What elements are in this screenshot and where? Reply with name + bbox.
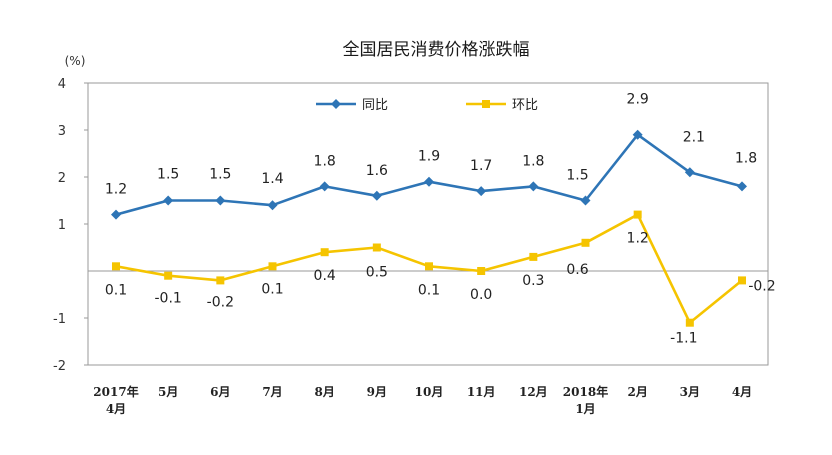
data-point-square <box>164 271 173 280</box>
y-tick-label: -1 <box>53 312 66 327</box>
data-point-diamond <box>632 129 643 140</box>
data-point-square <box>633 210 642 219</box>
data-label: 0.3 <box>522 273 544 289</box>
x-tick-label: 4月 <box>732 385 752 399</box>
data-label: 1.6 <box>366 163 388 179</box>
data-label: 1.4 <box>261 171 283 187</box>
data-point-square <box>112 262 120 271</box>
x-tick-label: 10月 <box>415 385 444 399</box>
x-tick-label: 9月 <box>367 385 387 399</box>
x-tick-label: 8月 <box>314 385 334 399</box>
data-point-square <box>477 267 486 275</box>
data-label: -1.1 <box>670 331 697 347</box>
data-point-square <box>320 248 329 257</box>
y-unit-label: (%) <box>65 54 86 68</box>
x-tick-label: 7月 <box>262 385 282 399</box>
x-tick-label: 12月 <box>519 385 548 399</box>
data-label: 0.1 <box>261 281 283 297</box>
data-point-diamond <box>111 209 121 220</box>
y-tick-label: -2 <box>53 359 66 374</box>
x-tick-label: 5月 <box>158 385 178 399</box>
data-point-square <box>425 262 433 271</box>
data-label: 1.8 <box>314 153 336 169</box>
data-label: -0.1 <box>155 291 182 307</box>
chart-title: 全国居民消费价格涨跌幅 <box>343 40 530 60</box>
data-point-square <box>738 276 746 285</box>
data-label: 0.5 <box>366 265 388 281</box>
data-point-diamond <box>528 181 539 192</box>
data-label: 1.8 <box>522 153 544 169</box>
data-point-diamond <box>684 167 695 178</box>
data-label: 0.1 <box>418 282 440 298</box>
data-point-diamond <box>215 195 226 206</box>
x-tick-label: 6月 <box>210 385 230 399</box>
data-label: 0.0 <box>470 287 492 303</box>
x-tick-label: 2018年 1月 <box>563 384 608 416</box>
data-label: 0.1 <box>105 282 127 298</box>
data-label: 0.6 <box>566 262 588 278</box>
data-point-square <box>685 318 694 327</box>
data-label: 1.2 <box>105 182 127 198</box>
data-point-diamond <box>476 186 487 197</box>
data-point-square <box>581 238 590 247</box>
legend-marker-diamond <box>331 99 341 109</box>
data-label: 0.4 <box>314 268 336 284</box>
data-point-diamond <box>424 176 434 187</box>
data-point-square <box>372 243 381 252</box>
legend-marker-square <box>482 100 490 108</box>
plot-frame <box>87 82 769 366</box>
y-tick-label: 2 <box>58 171 66 186</box>
data-point-square <box>268 262 277 271</box>
data-label: 1.5 <box>209 167 231 183</box>
data-label: 1.5 <box>157 167 179 183</box>
x-tick-label: 2月 <box>627 385 647 399</box>
data-label: 1.2 <box>627 231 649 247</box>
data-label: -0.2 <box>748 278 775 294</box>
data-point-diamond <box>163 195 174 206</box>
data-label: 2.9 <box>627 92 649 108</box>
data-label: 2.1 <box>683 129 705 145</box>
data-point-diamond <box>737 181 747 192</box>
data-point-square <box>216 276 225 285</box>
x-tick-label: 11月 <box>467 385 496 399</box>
data-label: 1.7 <box>470 158 492 174</box>
data-point-diamond <box>580 195 591 206</box>
data-label: 1.5 <box>566 168 588 184</box>
legend-label: 环比 <box>512 98 538 113</box>
legend-label: 同比 <box>362 98 388 113</box>
data-point-square <box>529 252 538 261</box>
data-point-diamond <box>371 190 382 201</box>
y-tick-label: 4 <box>58 77 66 92</box>
y-tick-label: 1 <box>58 218 66 233</box>
data-label: -0.2 <box>207 294 234 310</box>
data-label: 1.9 <box>418 149 440 165</box>
x-tick-label: 3月 <box>680 385 700 399</box>
data-point-diamond <box>267 200 278 211</box>
y-tick-label: 3 <box>58 124 66 139</box>
data-label: 1.8 <box>735 150 757 166</box>
data-point-diamond <box>319 181 330 192</box>
x-tick-label: 2017年 4月 <box>93 384 138 416</box>
